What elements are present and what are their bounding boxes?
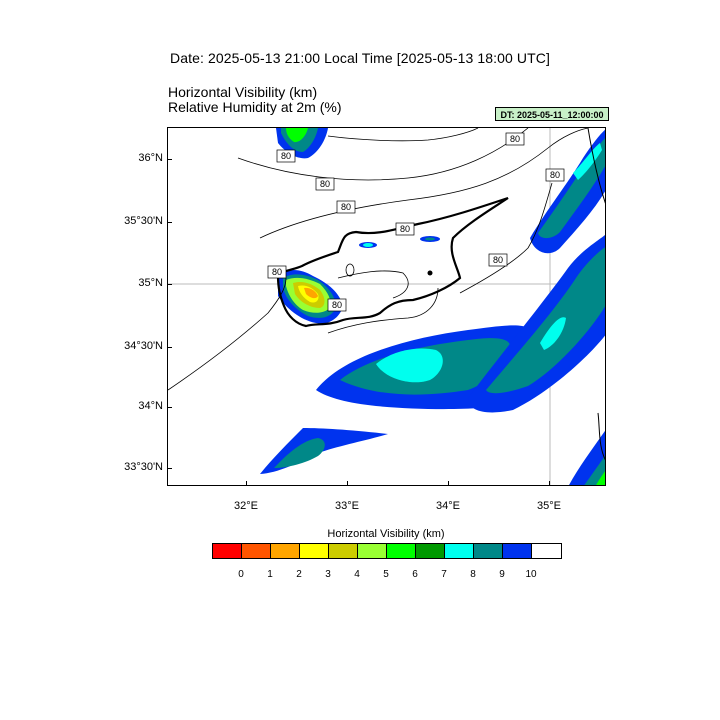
legend-swatch bbox=[387, 544, 416, 558]
contour-label-group: 80 80 80 80 80 80 bbox=[267, 132, 565, 312]
lat-label: 35°N bbox=[138, 277, 163, 289]
lon-label: 33°E bbox=[335, 500, 359, 512]
lat-tick bbox=[167, 159, 172, 160]
legend-color-bar bbox=[212, 543, 562, 559]
legend-swatch bbox=[503, 544, 532, 558]
cyprus-inner-ring bbox=[345, 263, 355, 277]
svg-text:80: 80 bbox=[272, 267, 282, 277]
legend-tick-label: 5 bbox=[383, 569, 389, 580]
date-title: Date: 2025-05-13 21:00 Local Time [2025-… bbox=[170, 50, 550, 66]
contour-label: 80 bbox=[395, 222, 415, 236]
legend-tick-label: 0 bbox=[238, 569, 244, 580]
svg-text:80: 80 bbox=[550, 170, 560, 180]
forecast-init-badge: DT: 2025-05-11_12:00:00 bbox=[495, 107, 609, 121]
lon-label: 34°E bbox=[436, 500, 460, 512]
low-visibility-kyrenia-patches bbox=[359, 236, 440, 248]
legend-tick-label: 4 bbox=[354, 569, 360, 580]
lat-tick bbox=[167, 222, 172, 223]
legend-swatch bbox=[271, 544, 300, 558]
svg-text:80: 80 bbox=[341, 202, 351, 212]
lat-tick bbox=[167, 284, 172, 285]
legend-tick-label: 6 bbox=[412, 569, 418, 580]
legend-swatch bbox=[474, 544, 503, 558]
lon-tick bbox=[549, 481, 550, 486]
humidity-contours bbox=[168, 128, 589, 391]
svg-text:80: 80 bbox=[400, 224, 410, 234]
legend-swatch bbox=[300, 544, 329, 558]
cyprus-coastline bbox=[276, 196, 509, 328]
legend-title: Horizontal Visibility (km) bbox=[327, 528, 445, 540]
svg-text:80: 80 bbox=[510, 134, 520, 144]
lon-label: 32°E bbox=[234, 500, 258, 512]
map-panel: 80 80 80 80 80 80 bbox=[167, 127, 606, 486]
legend-tick-label: 8 bbox=[470, 569, 476, 580]
lat-label: 33°30'N bbox=[124, 461, 163, 473]
variable-title-visibility: Horizontal Visibility (km) bbox=[168, 84, 318, 100]
lat-tick bbox=[167, 407, 172, 408]
contour-label: 80 bbox=[276, 149, 296, 163]
legend-tick-label: 1 bbox=[267, 569, 273, 580]
contour-label: 80 bbox=[327, 298, 347, 312]
legend-swatch bbox=[213, 544, 242, 558]
levant-coastline bbox=[587, 128, 605, 204]
low-visibility-paphos-core bbox=[278, 270, 343, 324]
contour-label: 80 bbox=[315, 177, 335, 191]
variable-title-humidity: Relative Humidity at 2m (%) bbox=[168, 99, 342, 115]
legend-tick-label: 9 bbox=[499, 569, 505, 580]
lat-label: 35°30'N bbox=[124, 215, 163, 227]
contour-label: 80 bbox=[545, 168, 565, 182]
legend-tick-label: 10 bbox=[525, 569, 537, 580]
lon-tick bbox=[347, 481, 348, 486]
legend-tick-label: 7 bbox=[441, 569, 447, 580]
legend-swatch bbox=[445, 544, 474, 558]
svg-text:80: 80 bbox=[320, 179, 330, 189]
legend-swatch bbox=[329, 544, 358, 558]
lon-tick bbox=[448, 481, 449, 486]
legend-swatch bbox=[532, 544, 561, 558]
cyprus-inner-contour bbox=[337, 270, 409, 299]
svg-text:80: 80 bbox=[493, 255, 503, 265]
city-marker bbox=[427, 270, 433, 276]
lon-tick bbox=[246, 481, 247, 486]
contour-label: 80 bbox=[267, 265, 287, 279]
low-visibility-band-southwest bbox=[260, 428, 388, 474]
map-canvas: 80 80 80 80 80 80 bbox=[168, 128, 605, 485]
lat-label: 36°N bbox=[138, 152, 163, 164]
lat-tick bbox=[167, 468, 172, 469]
svg-text:80: 80 bbox=[281, 151, 291, 161]
legend-swatch bbox=[416, 544, 445, 558]
southeast-coastline bbox=[597, 412, 605, 461]
low-visibility-band-east bbox=[468, 234, 605, 413]
lat-label: 34°30'N bbox=[124, 340, 163, 352]
legend-tick-label: 3 bbox=[325, 569, 331, 580]
svg-text:80: 80 bbox=[332, 300, 342, 310]
low-visibility-band-south bbox=[316, 325, 528, 410]
low-visibility-coastal-strip bbox=[530, 129, 605, 254]
lat-label: 34°N bbox=[138, 400, 163, 412]
contour-label: 80 bbox=[505, 132, 525, 146]
legend-tick-label: 2 bbox=[296, 569, 302, 580]
low-visibility-southeast-patch bbox=[569, 430, 605, 485]
contour-label: 80 bbox=[488, 253, 508, 267]
lon-label: 35°E bbox=[537, 500, 561, 512]
legend-tick-labels: 0 1 2 3 4 5 6 7 8 9 10 bbox=[212, 569, 560, 583]
legend-swatch bbox=[358, 544, 387, 558]
legend-swatch bbox=[242, 544, 271, 558]
lat-tick bbox=[167, 347, 172, 348]
contour-label: 80 bbox=[336, 200, 356, 214]
